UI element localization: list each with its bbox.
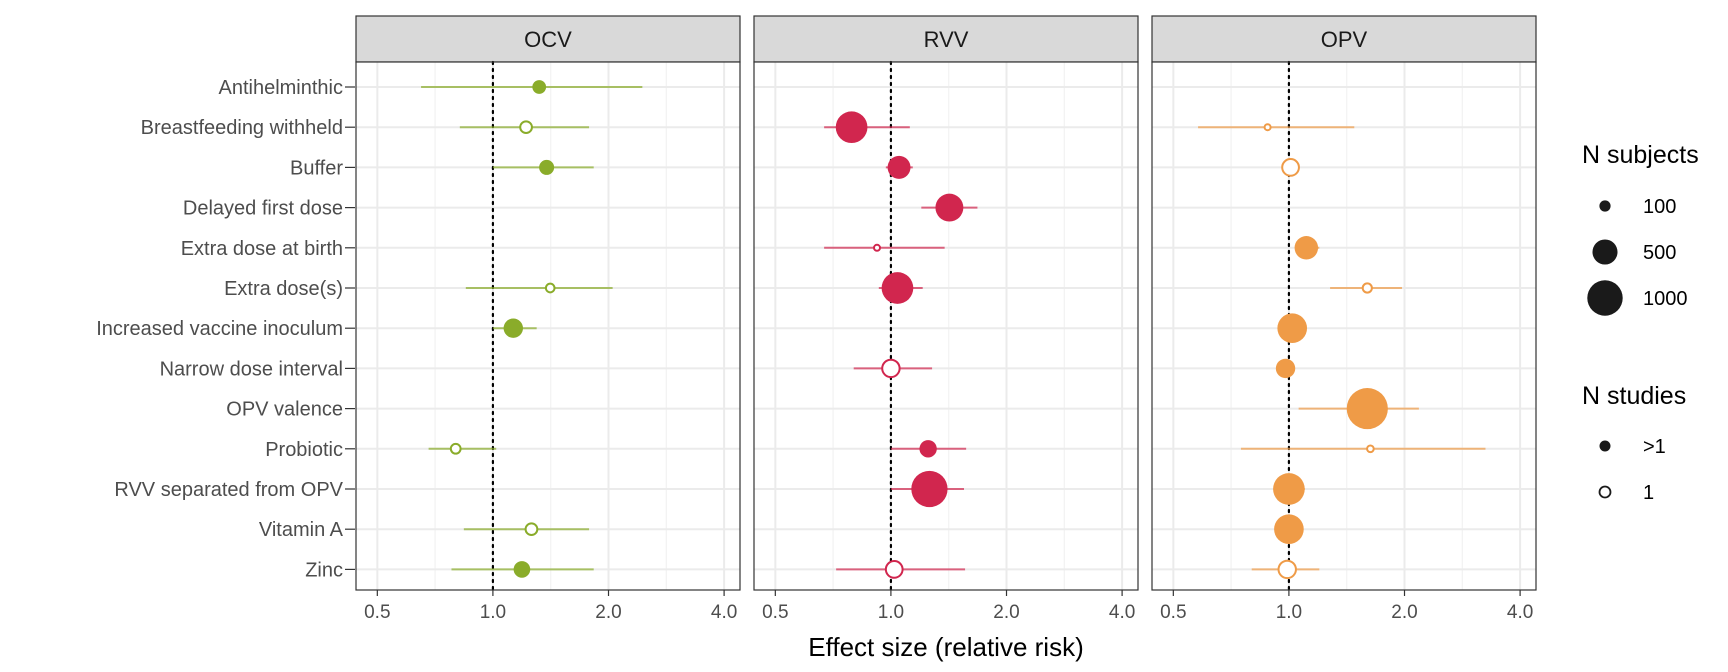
category-label: Extra dose at birth xyxy=(181,238,343,260)
legend-studies-label: >1 xyxy=(1643,436,1666,458)
panel-background xyxy=(754,62,1138,590)
legend-studies-title: N studies xyxy=(1582,382,1686,410)
estimate-point xyxy=(1263,123,1272,132)
estimate-point xyxy=(503,318,523,338)
estimate-point xyxy=(532,80,547,94)
estimate-point xyxy=(449,442,462,455)
category-label: Narrow dose interval xyxy=(160,358,343,380)
category-label: Increased vaccine inoculum xyxy=(96,318,343,340)
panel-title: OPV xyxy=(1321,27,1368,52)
panel-ocv: OCV 0.5 1.0 2.0 4.0 xyxy=(355,15,741,623)
x-tick-label: 4.0 xyxy=(711,602,737,623)
estimate-point xyxy=(935,193,964,222)
x-tick-label: 2.0 xyxy=(595,602,621,623)
category-label: Breastfeeding withheld xyxy=(141,117,343,139)
estimate-point xyxy=(1346,388,1388,430)
category-label: Zinc xyxy=(305,559,343,581)
estimate-point xyxy=(1277,313,1308,344)
panel-title: OCV xyxy=(524,27,572,52)
panel-opv: OPV 0.5 1.0 2.0 4.0 xyxy=(1151,15,1537,623)
estimate-point xyxy=(873,243,882,252)
estimate-point xyxy=(1275,358,1296,379)
estimate-point xyxy=(1294,236,1319,260)
legend-size-label: 1000 xyxy=(1643,288,1688,310)
panel-strip xyxy=(753,15,1139,63)
panel-border xyxy=(355,61,741,591)
estimate-point xyxy=(887,155,911,179)
category-label: Extra dose(s) xyxy=(224,278,343,300)
estimate-point xyxy=(539,159,555,175)
category-label: Buffer xyxy=(290,157,343,179)
legend-open-key xyxy=(1598,485,1612,499)
panel-border xyxy=(753,61,1139,591)
estimate-point xyxy=(1277,559,1297,580)
legend: N subjects 100 500 1000 N studies >1 1 xyxy=(1582,141,1699,504)
x-tick-label: 0.5 xyxy=(762,602,788,623)
estimate-point xyxy=(919,440,937,458)
category-label: Antihelminthic xyxy=(218,77,343,99)
estimate-point xyxy=(1281,158,1300,177)
panel-background xyxy=(1152,62,1536,590)
legend-size-key xyxy=(1592,239,1618,265)
category-label: Delayed first dose xyxy=(183,198,343,220)
estimate-point xyxy=(1361,282,1373,294)
legend-size-key xyxy=(1587,280,1623,316)
category-label: OPV valence xyxy=(226,399,343,421)
estimate-point xyxy=(881,358,901,379)
category-label: Vitamin A xyxy=(259,519,344,541)
x-axis-title: Effect size (relative risk) xyxy=(808,632,1083,662)
legend-studies-label: 1 xyxy=(1643,482,1654,504)
estimate-point xyxy=(911,470,948,508)
legend-filled-key xyxy=(1599,440,1611,452)
estimate-point xyxy=(835,111,868,144)
legend-size-label: 100 xyxy=(1643,196,1676,218)
legend-size-label: 500 xyxy=(1643,242,1676,264)
panel-background xyxy=(356,62,740,590)
estimate-point xyxy=(1366,444,1375,454)
legend-size-key xyxy=(1599,200,1611,212)
x-tick-label: 4.0 xyxy=(1109,602,1135,623)
x-tick-label: 4.0 xyxy=(1507,602,1533,623)
estimate-point xyxy=(519,120,533,135)
x-tick-label: 1.0 xyxy=(878,602,904,623)
estimate-point xyxy=(1274,514,1304,545)
category-label: Probiotic xyxy=(265,439,343,461)
estimate-point xyxy=(513,561,531,578)
estimate-point xyxy=(881,272,914,304)
legend-size-title: N subjects xyxy=(1582,141,1699,169)
panel-rvv: RVV 0.5 1.0 2.0 4.0 xyxy=(753,15,1139,623)
panel-strip xyxy=(1151,15,1537,63)
x-tick-label: 2.0 xyxy=(1391,602,1417,623)
panel-title: RVV xyxy=(924,27,969,52)
x-tick-label: 1.0 xyxy=(480,602,506,623)
category-label: RVV separated from OPV xyxy=(114,479,343,501)
x-tick-label: 0.5 xyxy=(364,602,390,623)
x-tick-label: 0.5 xyxy=(1160,602,1186,623)
panel-border xyxy=(1151,61,1537,591)
estimate-point xyxy=(1273,473,1305,505)
estimate-point xyxy=(524,522,539,537)
x-tick-label: 1.0 xyxy=(1276,602,1302,623)
estimate-point xyxy=(544,282,556,294)
x-tick-label: 2.0 xyxy=(993,602,1019,623)
panel-strip xyxy=(355,15,741,63)
estimate-point xyxy=(884,560,904,579)
